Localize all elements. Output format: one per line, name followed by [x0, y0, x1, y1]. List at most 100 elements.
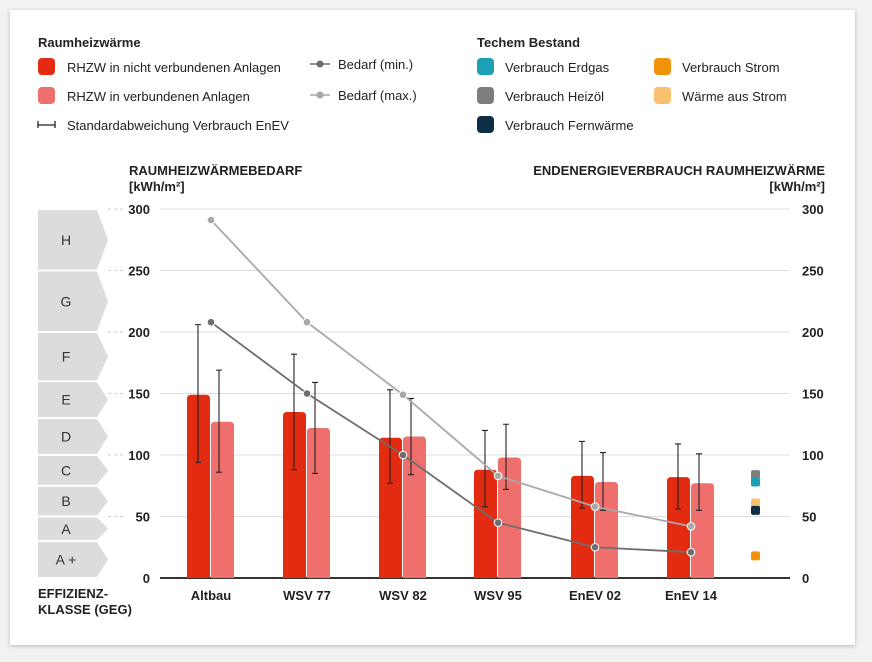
line-series [210, 219, 692, 528]
error-bar [675, 443, 681, 510]
line-point [302, 317, 312, 327]
error-bar [387, 389, 393, 484]
x-tick-label: EnEV 14 [665, 588, 718, 603]
legend-swatch [38, 58, 55, 75]
efficiency-class-label: A + [56, 552, 77, 568]
legend-label: Bedarf (min.) [338, 57, 413, 72]
legend-swatch [654, 58, 671, 75]
efficiency-class-arrow [38, 456, 108, 485]
y-tick-right: 200 [802, 325, 824, 340]
y-tick-right: 300 [802, 202, 824, 217]
efficiency-class-label: D [61, 429, 71, 445]
y-tick-left: 0 [143, 571, 150, 586]
y-tick-left: 100 [128, 448, 150, 463]
legend-swatch [477, 58, 494, 75]
legend-label: Standardabweichung Verbrauch EnEV [67, 118, 289, 133]
consumption-marker [751, 498, 760, 508]
consumption-marker [751, 551, 760, 561]
bar [498, 457, 521, 578]
chart-card: Raumheizwärme Techem Bestand RHZW in nicht… [10, 10, 855, 645]
legend-swatch [477, 87, 494, 104]
line-point [686, 547, 696, 557]
legend-swatch [38, 87, 55, 104]
bar [307, 427, 330, 578]
y-tick-right: 100 [802, 448, 824, 463]
y-tick-left: 150 [128, 387, 150, 402]
x-axis-title: EFFIZIENZ- [38, 586, 108, 601]
y-tick-right: 50 [802, 510, 816, 525]
line-point [590, 542, 600, 552]
bar [283, 411, 306, 578]
line-point [398, 450, 408, 460]
error-bar [600, 451, 606, 511]
legend-label: Verbrauch Erdgas [505, 60, 610, 75]
efficiency-class-arrow [38, 486, 108, 516]
left-axis-unit: [kWh/m²] [129, 179, 185, 194]
right-axis-title: ENDENERGIEVERBRAUCH RAUMHEIZWÄRME [533, 163, 825, 178]
line-point [302, 389, 312, 398]
legend-errorbar-icon [37, 121, 56, 128]
x-tick-label: EnEV 02 [569, 588, 621, 603]
efficiency-class-arrow [38, 419, 108, 454]
x-tick-label: WSV 82 [379, 588, 427, 603]
bar [595, 482, 618, 578]
bar [211, 421, 234, 578]
line-point [493, 518, 503, 527]
y-tick-left: 250 [128, 264, 150, 279]
legend-dot [316, 91, 324, 99]
y-tick-right: 150 [802, 387, 824, 402]
legend-dot [316, 60, 324, 68]
legend-label: RHZW in verbundenen Anlagen [67, 89, 250, 104]
efficiency-class-arrow [38, 210, 108, 270]
legend-label: RHZW in nicht verbundenen Anlagen [67, 60, 281, 75]
error-bar [291, 353, 297, 471]
x-tick-label: WSV 77 [283, 588, 331, 603]
error-bar [216, 369, 222, 473]
bar [691, 483, 714, 578]
efficiency-class-label: C [61, 462, 71, 478]
error-bar [195, 324, 201, 463]
efficiency-class-arrow [38, 271, 108, 331]
x-tick-label: WSV 95 [474, 588, 522, 603]
bar [187, 394, 210, 578]
error-bar [696, 453, 702, 511]
line-series [210, 321, 692, 554]
y-tick-left: 300 [128, 202, 150, 217]
legend-label: Verbrauch Strom [682, 60, 780, 75]
legend-swatch [654, 87, 671, 104]
legend-label: Verbrauch Fernwärme [505, 118, 634, 133]
legend-title-raumheizwaerme: Raumheizwärme [38, 35, 141, 50]
bar [379, 437, 402, 578]
efficiency-class-label: F [62, 349, 71, 365]
legend-swatch [477, 116, 494, 133]
chart: Raumheizwärme Techem Bestand RHZW in nicht… [37, 35, 825, 617]
left-axis-title: RAUMHEIZWÄRMEBEDARF [129, 163, 302, 178]
right-axis-unit: [kWh/m²] [769, 179, 825, 194]
legend-label: Wärme aus Strom [682, 89, 787, 104]
line-point [398, 390, 408, 400]
consumption-marker [751, 505, 760, 515]
error-bar [408, 397, 414, 476]
line-point [206, 317, 216, 327]
efficiency-class-label: E [61, 392, 70, 408]
x-tick-label: Altbau [191, 588, 232, 603]
y-tick-left: 50 [136, 510, 150, 525]
legend-label: Verbrauch Heizöl [505, 89, 604, 104]
legend-title-techem: Techem Bestand [477, 35, 580, 50]
efficiency-class-label: H [61, 232, 71, 248]
y-tick-right: 0 [802, 571, 809, 586]
efficiency-class-arrow [38, 333, 108, 381]
bar [403, 436, 426, 578]
line-point [206, 215, 216, 225]
line-point [493, 471, 503, 481]
legend-label: Bedarf (max.) [338, 88, 417, 103]
bar [667, 477, 690, 578]
efficiency-class-label: A [61, 521, 71, 537]
error-bar [579, 440, 585, 509]
x-axis-title-line2: KLASSE (GEG) [38, 602, 132, 617]
efficiency-class-label: B [61, 493, 70, 509]
efficiency-class-arrow [38, 382, 108, 418]
line-point [590, 502, 600, 511]
efficiency-class-label: G [61, 293, 72, 309]
